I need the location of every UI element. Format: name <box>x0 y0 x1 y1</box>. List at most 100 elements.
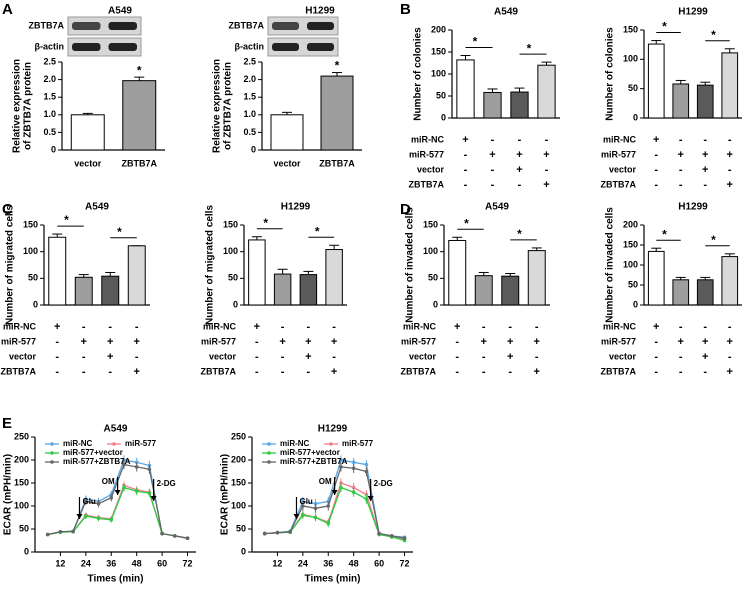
condition-sign: + <box>331 336 337 348</box>
y-tick-label: 1.5 <box>43 92 56 102</box>
condition-sign: + <box>702 149 708 161</box>
x-tick-label: ZBTB7A <box>319 158 355 168</box>
condition-sign: + <box>54 321 60 333</box>
point <box>313 506 318 511</box>
condition-sign: + <box>107 336 113 348</box>
y-tick-label: 50 <box>628 83 638 93</box>
condition-sign: - <box>703 366 707 378</box>
condition-sign: - <box>455 336 459 348</box>
condition-name: miR-NC <box>403 321 436 331</box>
y-axis-label: Number of invaded cells <box>605 207 616 323</box>
y-tick-label: 250 <box>231 431 246 441</box>
point <box>301 513 305 517</box>
y-tick-label: 0 <box>241 546 246 556</box>
bar <box>273 273 292 306</box>
condition-name: miR-NC <box>3 321 36 331</box>
condition-sign: - <box>728 164 732 176</box>
y-axis-label: Number of colonies <box>605 27 616 121</box>
bar <box>70 114 105 151</box>
condition-sign: - <box>545 134 549 146</box>
bar <box>721 52 739 119</box>
condition-name: vector <box>609 164 637 174</box>
condition-sign: - <box>654 336 658 348</box>
blot-band <box>72 43 101 51</box>
legend-marker <box>329 442 333 446</box>
condition-sign: - <box>679 321 683 333</box>
condition-sign: - <box>332 321 336 333</box>
condition-sign: - <box>535 351 539 363</box>
condition-name: vector <box>609 351 637 361</box>
point <box>364 469 369 474</box>
condition-sign: - <box>55 336 59 348</box>
condition-name: ZBTB7A <box>409 179 445 189</box>
condition-sign: - <box>703 134 707 146</box>
condition-sign: - <box>518 134 522 146</box>
x-tick-label: 72 <box>400 558 410 568</box>
point <box>339 458 343 462</box>
y-tick-label: 100 <box>231 500 246 510</box>
condition-name: vector <box>9 351 37 361</box>
y-axis-label: Relative expression <box>12 59 23 153</box>
x-tick-label: 24 <box>81 558 91 568</box>
y-tick-label: 150 <box>14 477 29 487</box>
legend-label: miR-577+ZBTB7A <box>63 457 131 466</box>
y-tick-label: 100 <box>623 54 638 64</box>
condition-sign: - <box>728 134 732 146</box>
y-tick-label: 150 <box>231 477 246 487</box>
condition-name: miR-577 <box>601 336 636 346</box>
condition-sign: - <box>307 366 311 378</box>
point <box>262 531 267 536</box>
significance: * <box>517 227 522 241</box>
condition-name: miR-577 <box>201 336 236 346</box>
condition-sign: - <box>135 351 139 363</box>
condition-sign: - <box>307 321 311 333</box>
x-axis-label: Times (min) <box>88 574 144 585</box>
annotation-arrowhead <box>331 490 338 495</box>
condition-name: miR-577 <box>601 149 636 159</box>
legend-marker <box>50 451 54 455</box>
condition-name: miR-577 <box>1 336 36 346</box>
significance: * <box>137 63 142 77</box>
bar <box>101 275 120 306</box>
condition-sign: + <box>81 336 87 348</box>
y-tick-label: 1.5 <box>243 92 256 102</box>
condition-name: miR-577 <box>409 149 444 159</box>
condition-sign: - <box>679 134 683 146</box>
condition-sign: + <box>507 336 513 348</box>
condition-sign: - <box>82 321 86 333</box>
y-tick-label: 50 <box>28 273 38 283</box>
condition-name: ZBTB7A <box>601 366 637 376</box>
condition-sign: - <box>654 366 658 378</box>
condition-sign: - <box>679 366 683 378</box>
legend-label: miR-NC <box>280 439 310 448</box>
condition-sign: + <box>107 351 113 363</box>
y-axis-label: Number of colonies <box>413 27 424 121</box>
point <box>326 504 331 508</box>
chart-title: A549 <box>85 202 109 213</box>
condition-sign: + <box>678 149 684 161</box>
chart-title: A549 <box>485 202 509 213</box>
legend-label: miR-577+ZBTB7A <box>280 457 348 466</box>
blot-band <box>108 22 137 30</box>
y-tick-label: 50 <box>19 523 29 533</box>
condition-sign: + <box>543 149 549 161</box>
condition-name: ZBTB7A <box>201 366 237 376</box>
condition-sign: - <box>654 164 658 176</box>
condition-sign: + <box>134 366 140 378</box>
y-tick-label: 0 <box>33 299 38 309</box>
point <box>84 499 88 504</box>
y-tick-label: 200 <box>623 219 638 229</box>
significance: * <box>315 224 320 238</box>
blot <box>67 37 142 57</box>
y-tick-label: 100 <box>431 68 446 78</box>
point <box>402 536 407 540</box>
point <box>288 529 292 534</box>
condition-sign: - <box>508 321 512 333</box>
legend-marker <box>50 460 54 464</box>
y-tick-label: 200 <box>231 454 246 464</box>
condition-sign: - <box>728 351 732 363</box>
bar <box>456 59 475 119</box>
y-tick-label: 2.5 <box>243 56 256 66</box>
bar <box>483 91 502 119</box>
y-tick-label: 100 <box>14 500 29 510</box>
